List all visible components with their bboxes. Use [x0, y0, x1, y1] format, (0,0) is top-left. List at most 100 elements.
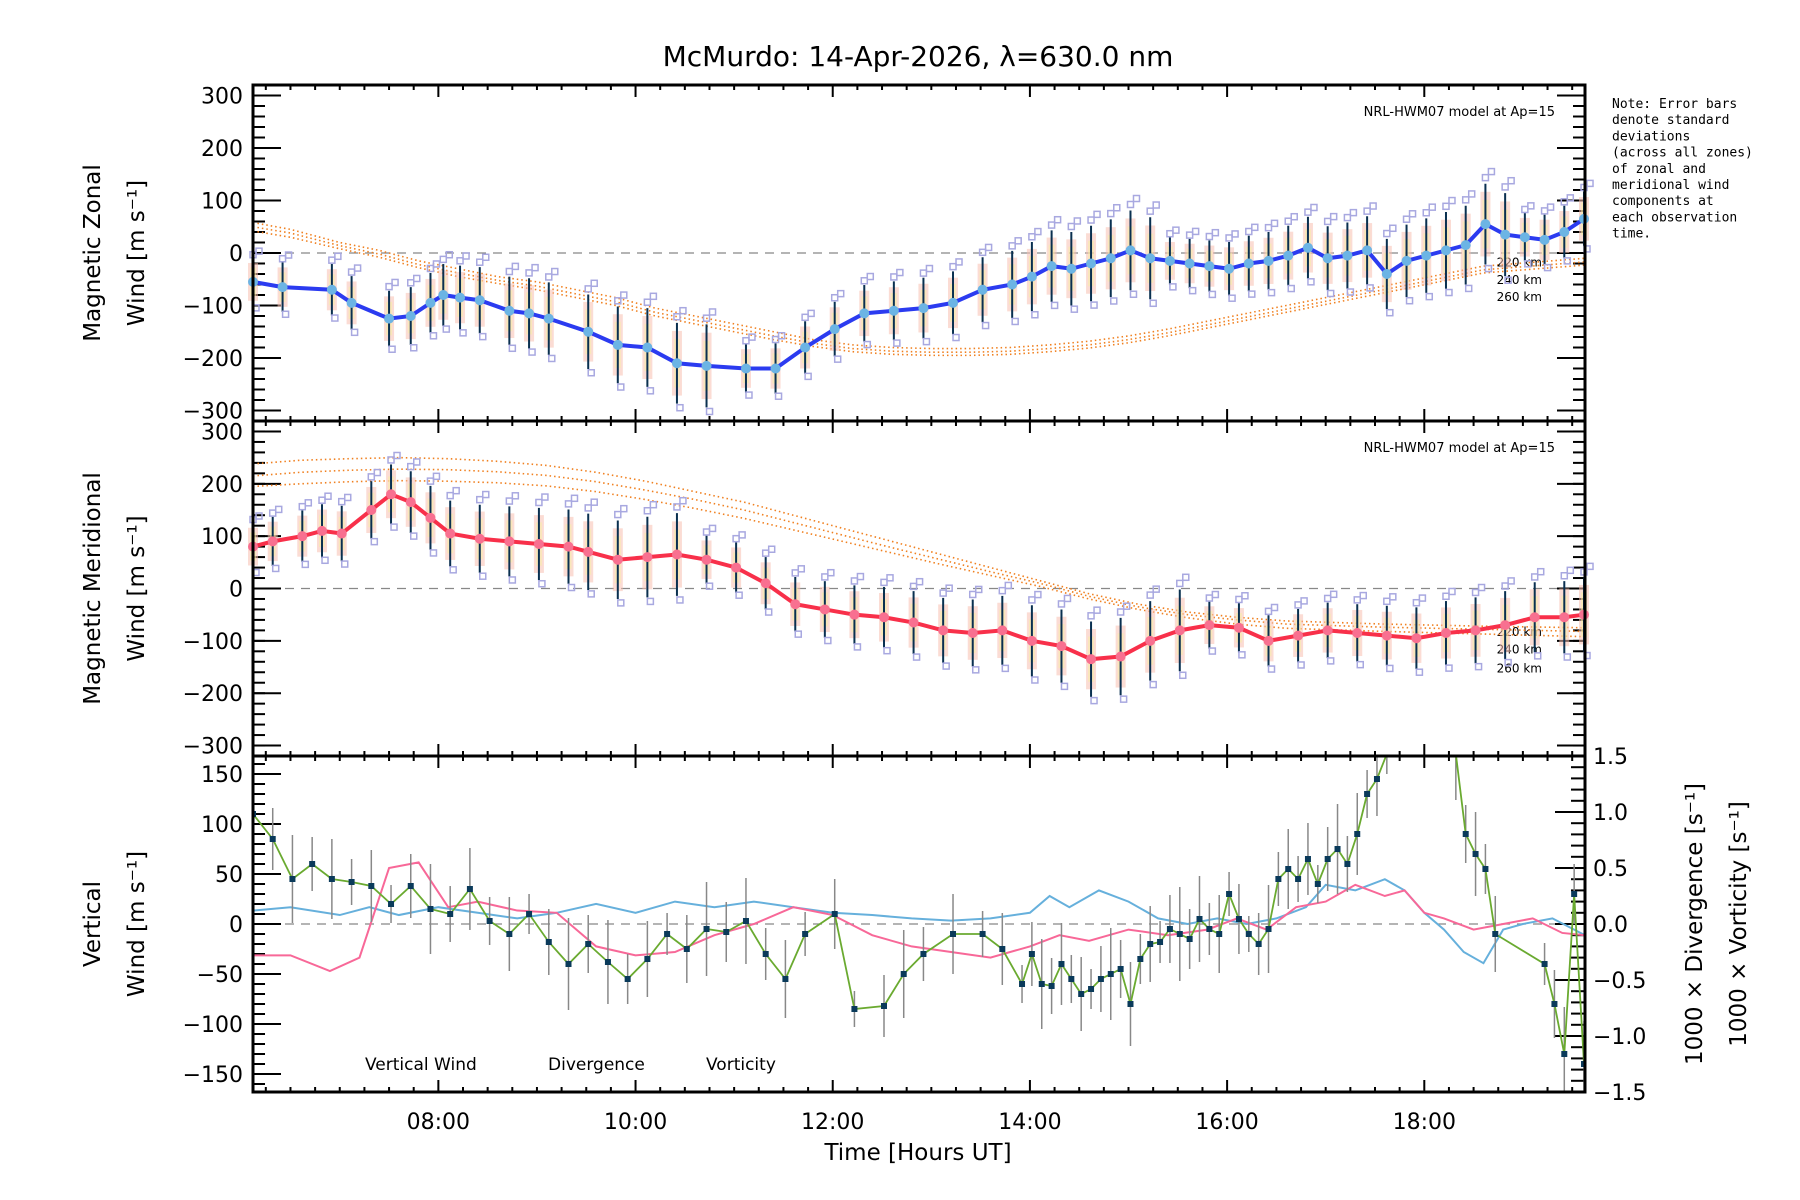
zone-marker [1146, 591, 1154, 599]
vertical-wind-point [703, 926, 710, 932]
y-tick-label: −300 [183, 400, 243, 425]
zone-marker [1235, 595, 1243, 604]
zone-marker [705, 407, 714, 416]
vertical-wind-point [1186, 936, 1193, 942]
zone-marker [511, 492, 520, 500]
zone-marker [1090, 301, 1098, 309]
vertical-wind-point [1581, 1061, 1585, 1067]
wind-data-point [474, 533, 485, 544]
zone-marker [1530, 573, 1539, 581]
y-tick-label: 100 [201, 525, 243, 550]
zone-marker [511, 262, 520, 271]
zone-marker [880, 578, 888, 587]
zone-marker [1047, 221, 1056, 229]
wind-data-point [386, 489, 397, 500]
vertical-wind-point [1304, 856, 1311, 862]
zone-marker [1188, 286, 1197, 295]
wind-data-point [1559, 227, 1570, 237]
vertical-wind-point [1058, 961, 1065, 967]
wind-data-point [671, 358, 682, 369]
zone-marker [771, 335, 780, 344]
zone-marker [538, 579, 546, 588]
panel-zonal: 300 200 100 0 −100 −200 −300 Magnetic Zonal Wind… [80, 83, 1594, 425]
legend-item: Divergence [548, 1055, 645, 1075]
zone-marker [1563, 653, 1572, 661]
vertical-wind-point [585, 941, 592, 947]
model-curve [252, 221, 1586, 350]
zone-marker [949, 262, 957, 271]
vertical-wind-point [1551, 1001, 1558, 1007]
zone-marker [794, 630, 803, 638]
legend-item: Vorticity [706, 1055, 776, 1075]
zone-marker [1445, 664, 1453, 672]
zone-marker [1001, 664, 1010, 673]
model-label: NRL-HWM07 model at Ap=15 [1364, 105, 1555, 120]
wind-data-point [888, 305, 899, 316]
zone-marker [587, 369, 595, 377]
wind-data-point [731, 562, 742, 573]
zone-marker [1129, 290, 1138, 299]
zone-marker [679, 496, 687, 505]
zone-marker [385, 282, 393, 291]
zone-marker [1323, 594, 1332, 603]
zone-marker [830, 293, 839, 302]
zone-marker [370, 537, 379, 546]
vertical-wind-point [1117, 966, 1124, 972]
vertical-wind-point [880, 1003, 887, 1009]
wind-data-point [878, 612, 889, 623]
vertical-wind-point [644, 956, 651, 962]
zone-marker [1179, 671, 1187, 680]
panel-meridional: 300 200 100 0 −100 −200 −300 Magnetic Meridiona… [80, 419, 1594, 760]
wind-data-point [583, 326, 594, 337]
x-tick-label: 18:00 [1393, 1110, 1456, 1135]
vertical-wind-point [1561, 1051, 1568, 1057]
zone-marker [1422, 209, 1431, 217]
zone-marker [1386, 664, 1394, 673]
wind-data-point [1066, 263, 1077, 274]
zone-marker [1149, 299, 1157, 308]
y2-tick-label: −1.0 [1593, 1025, 1646, 1050]
zone-marker [1504, 276, 1512, 284]
zone-marker [1228, 294, 1236, 302]
zone-marker [525, 269, 533, 277]
zone-marker [304, 499, 313, 507]
zone-marker [915, 577, 924, 586]
vertical-wind-point [723, 929, 730, 935]
zone-marker [564, 500, 573, 508]
zone-marker [767, 545, 776, 553]
wind-data-point [770, 363, 781, 374]
vertical-wind-point [506, 931, 513, 937]
vertical-wind-point [447, 911, 454, 917]
zone-marker [1122, 602, 1131, 610]
model-curve [252, 230, 1586, 357]
wind-data-point [533, 539, 544, 550]
zone-marker [331, 314, 339, 322]
wind-data-point [1115, 651, 1126, 662]
zone-marker [833, 355, 842, 363]
model-label: NRL-HWM07 model at Ap=15 [1364, 441, 1555, 456]
vertical-wind-point [466, 886, 473, 892]
wind-data-point [1440, 245, 1451, 256]
wind-data-point [445, 528, 456, 539]
vertical-wind-point [1166, 926, 1173, 932]
zone-marker [646, 597, 655, 606]
wind-data-point [438, 290, 449, 300]
zone-marker [1448, 196, 1456, 205]
zone-marker [1241, 592, 1249, 600]
zone-marker [1471, 588, 1480, 597]
zone-marker [883, 646, 891, 655]
wind-data-point [1293, 630, 1304, 641]
vertical-wind-point [664, 931, 671, 937]
zone-marker [387, 456, 395, 464]
zone-marker [1448, 587, 1456, 596]
y2-tick-label: 1.0 [1593, 801, 1628, 826]
zone-marker [1363, 207, 1371, 215]
zone-marker [1185, 231, 1194, 239]
zone-marker [1126, 200, 1135, 209]
wind-data-point [790, 599, 801, 610]
zone-marker [1113, 203, 1121, 212]
zone-marker [426, 264, 435, 273]
zone-marker [1540, 207, 1549, 215]
zone-marker [388, 345, 396, 353]
vertical-wind-point [742, 918, 749, 924]
